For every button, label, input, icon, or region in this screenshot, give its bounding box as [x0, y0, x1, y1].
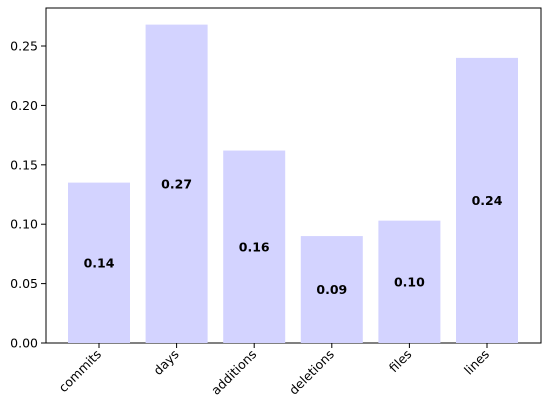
data-labels-group: 0.14 0.27 0.16 0.09 0.10 0.24: [84, 176, 503, 297]
data-label-additions: 0.16: [239, 239, 270, 254]
x-tick-label-days: days: [150, 347, 181, 378]
x-tick-label-additions: additions: [208, 347, 259, 398]
y-tick-label: 0.00: [10, 336, 38, 351]
bars-group: [68, 24, 518, 344]
y-tick-label: 0.05: [10, 276, 38, 291]
bar-commits: [68, 182, 130, 343]
plot-area-frame: [45, 7, 542, 344]
y-tick-label: 0.25: [10, 39, 38, 54]
bar-deletions: [300, 236, 363, 343]
data-label-files: 0.10: [394, 274, 425, 289]
bar-lines: [456, 57, 518, 343]
x-tick-label-commits: commits: [55, 347, 104, 396]
x-tick-label-deletions: deletions: [286, 347, 337, 398]
y-tick-label: 0.20: [10, 98, 38, 113]
y-tick-label: 0.15: [10, 157, 38, 172]
y-axis: 0.00 0.05 0.10 0.15 0.20 0.25: [10, 39, 46, 351]
x-tick-label-files: files: [386, 347, 415, 376]
bar-additions: [223, 150, 286, 343]
data-label-deletions: 0.09: [316, 282, 347, 297]
bar-files: [378, 220, 441, 343]
data-label-days: 0.27: [161, 176, 192, 191]
data-label-lines: 0.24: [472, 193, 503, 208]
y-tick-label: 0.10: [10, 217, 38, 232]
data-label-commits: 0.14: [84, 255, 115, 270]
x-axis: commits days additions deletions files lines: [55, 343, 492, 398]
bar-days: [145, 24, 208, 344]
x-tick-label-lines: lines: [461, 347, 492, 378]
